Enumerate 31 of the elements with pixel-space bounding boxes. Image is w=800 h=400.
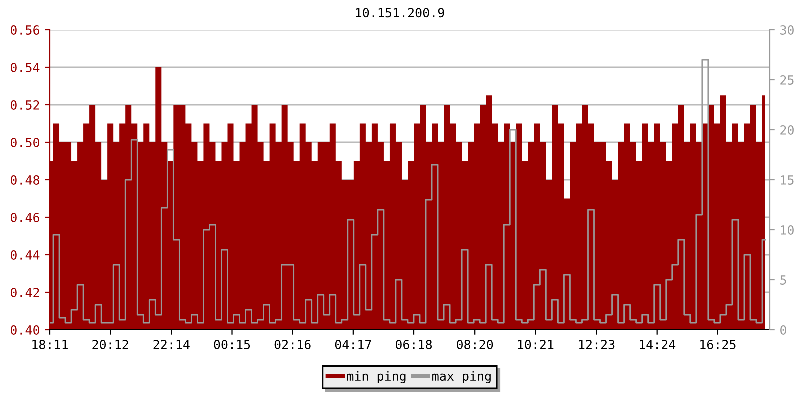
x-tick-label: 20:12	[92, 340, 128, 350]
y2-tick-label: 20	[780, 126, 794, 135]
x-tick-label: 14:24	[640, 340, 676, 350]
y-tick-label: 0.54	[10, 63, 40, 72]
x-tick-label: 00:15	[214, 340, 250, 350]
x-tick-label: 06:18	[396, 340, 432, 350]
x-tick-label: 22:14	[154, 340, 190, 350]
y-tick-label: 0.50	[10, 138, 40, 148]
y2-tick-label: 0	[780, 326, 786, 335]
y2-tick-label: 15	[781, 176, 794, 185]
x-tick-label: 10:21	[518, 340, 554, 350]
y-tick-label: 0.44	[10, 250, 40, 260]
legend-label: max ping	[432, 371, 491, 384]
x-tick-label: 16:25	[700, 340, 736, 350]
chart-title: 10.151.200.9	[356, 8, 444, 18]
x-tick-label: 12:23	[579, 340, 615, 350]
x-tick-label: 04:17	[335, 340, 372, 350]
y2-tick-label: 25	[780, 76, 794, 85]
y-tick-label: 0.52	[10, 100, 40, 110]
legend-label: min ping	[347, 371, 406, 384]
y-tick-label: 0.56	[10, 26, 40, 35]
x-tick-label: 02:16	[274, 340, 311, 350]
y2-tick-label: 10	[781, 226, 794, 235]
y-tick-label: 0.48	[10, 176, 40, 185]
x-tick-label: 08:20	[457, 340, 494, 350]
y-tick-label: 0.40	[10, 326, 40, 335]
y2-tick-label: 5	[780, 276, 786, 285]
y2-tick-label: 30	[780, 26, 794, 35]
y-tick-label: 0.42	[10, 288, 40, 298]
y-tick-label: 0.46	[10, 213, 40, 222]
x-tick-label: 18:11	[32, 340, 68, 350]
